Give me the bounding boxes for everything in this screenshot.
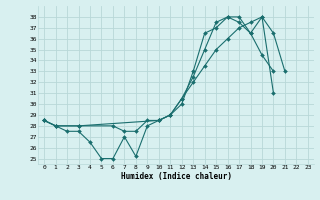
X-axis label: Humidex (Indice chaleur): Humidex (Indice chaleur) xyxy=(121,172,231,181)
